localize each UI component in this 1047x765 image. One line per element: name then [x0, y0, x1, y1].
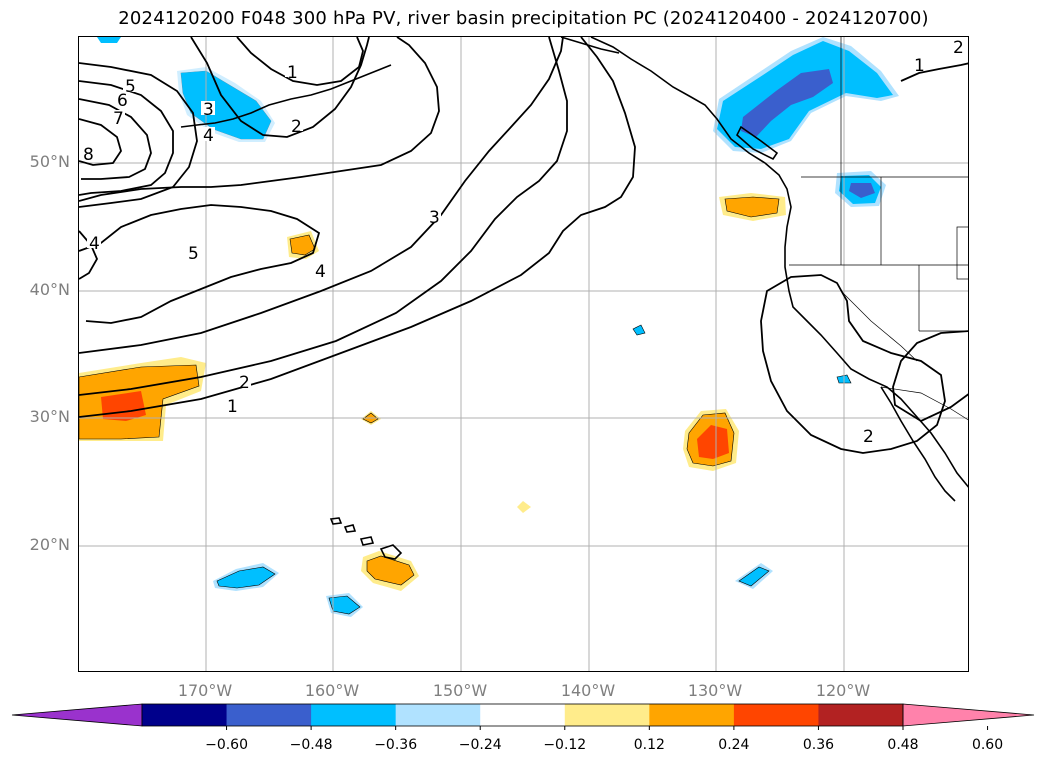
lat-label-40n: 40°N	[29, 280, 70, 299]
coastlines	[180, 37, 968, 560]
lon-label-160w: 160°W	[304, 681, 360, 700]
hawaii-big-island	[379, 544, 403, 560]
blue-patch-hawaii-west-inner	[216, 566, 276, 589]
lat-label-20n: 20°N	[29, 535, 70, 554]
colorbar-tick-label: −0.12	[543, 737, 587, 753]
lat-label-30n: 30°N	[29, 407, 70, 426]
blue-patch-idaho-core	[849, 183, 875, 198]
colorbar-segment	[142, 704, 228, 726]
contour-label-2-north: 2	[291, 117, 302, 137]
colorbar-tick-label: 0.24	[718, 737, 750, 753]
pv-contour-2-east	[760, 274, 946, 454]
colorbar-extend-low	[11, 703, 143, 727]
contour-label-5-top: 5	[125, 77, 136, 97]
colorbar	[11, 703, 1035, 730]
alaska-coast	[560, 37, 620, 54]
lon-label-150w: 150°W	[432, 681, 488, 700]
contour-label-1-east: 1	[914, 56, 925, 76]
colorbar-tick-label: −0.60	[205, 737, 248, 753]
pv-contour-1-north	[236, 37, 364, 86]
blue-patch-hawaii-south-inner	[328, 595, 361, 615]
pv-contour-2	[79, 37, 568, 396]
contour-label-3-north: 3	[203, 100, 214, 120]
lat-label-50n: 50°N	[29, 152, 70, 171]
contour-label-2: 2	[239, 373, 250, 393]
state-boundaries	[789, 37, 968, 421]
map-panel: 5 6 7 8 1 2 3 4 4 5 4 3 2 1	[78, 36, 969, 672]
map-canvas: 5 6 7 8 1 2 3 4 4 5 4 3 2 1	[79, 37, 968, 671]
colorbar-segment	[311, 704, 397, 726]
colorbar-tick-label: −0.36	[374, 737, 418, 753]
contour-label-5: 5	[188, 244, 199, 264]
colorbar-tick-label: 0.12	[633, 737, 665, 753]
colorbar-border	[141, 703, 904, 727]
colorbar-tick-label: 0.36	[802, 737, 835, 753]
colorbar-segment	[818, 704, 904, 726]
pv-contour-2-north	[190, 37, 370, 138]
contour-label-4-north: 4	[203, 126, 214, 146]
pv-contour-8	[79, 118, 122, 166]
blue-patch-corner	[97, 37, 121, 43]
pv-contour-5-upper	[79, 62, 198, 208]
contour-label-3: 3	[429, 208, 440, 228]
colorbar-extend-high	[902, 703, 1035, 727]
lon-label-170w: 170°W	[177, 681, 233, 700]
contour-label-8: 8	[83, 145, 94, 165]
blue-patch-aleutian-inner	[181, 71, 271, 139]
orange-patch-tiny-2	[517, 501, 531, 513]
baja-coast	[880, 386, 956, 502]
colorbar-segment	[649, 704, 735, 726]
pv-contour-7	[79, 98, 152, 180]
contour-label-4-west: 4	[89, 234, 100, 254]
pv-contour-1-south	[79, 37, 636, 418]
colorbar-segment	[226, 704, 312, 726]
colorbar-segment	[395, 704, 481, 726]
contour-label-7: 7	[113, 109, 124, 129]
precip-positive-shading	[79, 193, 786, 591]
lon-label-140w: 140°W	[560, 681, 616, 700]
contour-label-2-east: 2	[863, 427, 874, 447]
colorbar-segment	[733, 704, 819, 726]
contour-label-4: 4	[315, 262, 326, 282]
lon-label-120w: 120°W	[815, 681, 871, 700]
contour-labels: 5 6 7 8 1 2 3 4 4 5 4 3 2 1	[81, 38, 965, 447]
chart-title: 2024120200 F048 300 hPa PV, river basin …	[118, 8, 929, 29]
red-patch-east	[697, 425, 729, 459]
hawaii-kauai	[329, 517, 343, 525]
lon-label-130w: 130°W	[687, 681, 743, 700]
colorbar-tick-label: 0.60	[971, 737, 1004, 753]
pv-contour-1-east	[900, 62, 968, 82]
graticule	[79, 37, 968, 671]
contour-label-6: 6	[117, 91, 128, 111]
orange-patch-mid-inner	[289, 234, 316, 256]
blue-patch-bc-core	[741, 69, 833, 137]
colorbar-tick-label: −0.48	[289, 737, 333, 753]
contour-label-1: 1	[227, 397, 238, 417]
pv-contour-east-edge	[892, 330, 968, 423]
blue-patch-tiny-1	[632, 324, 646, 336]
hawaii-oahu	[343, 524, 357, 533]
colorbar-tick-label: 0.48	[887, 737, 919, 753]
pv-contour-5	[79, 37, 440, 202]
precip-negative-shading	[97, 37, 899, 617]
pv-contour-4	[79, 204, 321, 324]
colorbar-tick-label: −0.24	[458, 737, 502, 753]
north-america-coast	[590, 37, 968, 488]
hawaii-maui	[359, 536, 375, 546]
pv-contours	[79, 37, 968, 454]
colorbar-segment	[480, 704, 566, 726]
vancouver-island	[736, 125, 779, 161]
blue-patch-east-inner	[738, 566, 770, 587]
contour-label-1-north: 1	[287, 63, 298, 83]
orange-patch-oregon	[724, 196, 780, 218]
contour-label-2-ne: 2	[953, 38, 964, 58]
colorbar-segment	[564, 704, 650, 726]
